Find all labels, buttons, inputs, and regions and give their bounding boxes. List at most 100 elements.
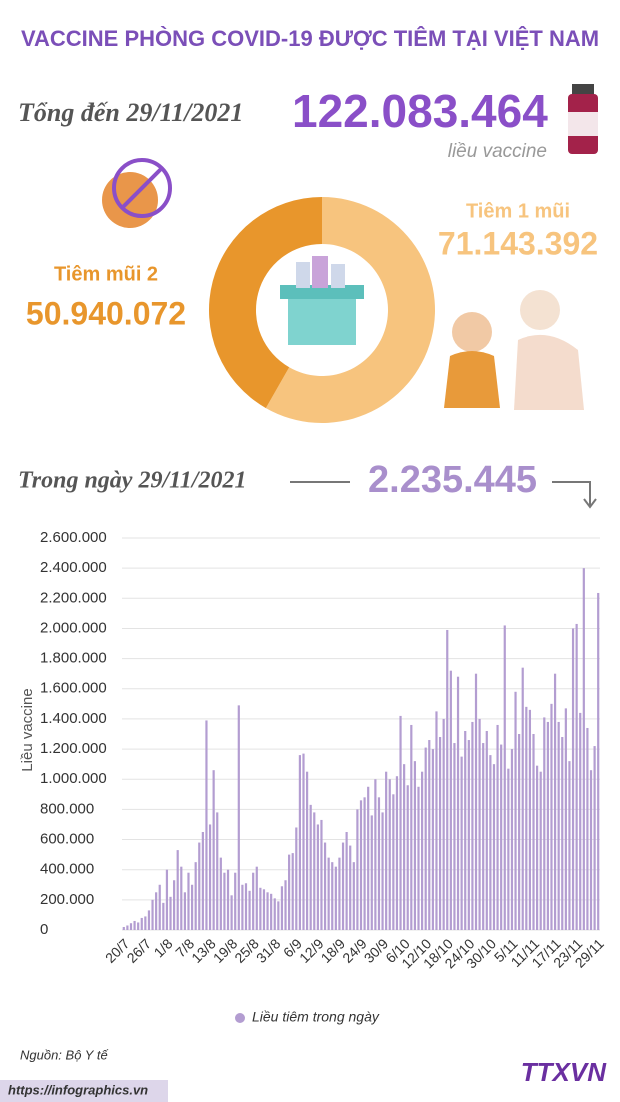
- segment-label: Tiêm 1 mũi: [466, 200, 570, 222]
- bar: [284, 880, 287, 930]
- bar: [331, 862, 334, 930]
- bar: [413, 761, 417, 930]
- bar: [474, 673, 478, 930]
- bar: [205, 720, 208, 930]
- bar: [216, 812, 219, 930]
- y-tick-label: 2.000.000: [40, 619, 107, 636]
- bar: [147, 910, 151, 930]
- bar: [137, 922, 140, 930]
- box-icon: [280, 256, 364, 345]
- annotation-value: 2.235.445: [368, 459, 537, 501]
- bar: [162, 902, 165, 930]
- bar: [277, 901, 280, 930]
- bar: [262, 889, 266, 930]
- bar: [536, 765, 539, 930]
- bar: [302, 753, 305, 930]
- bar: [388, 779, 391, 930]
- bar: [259, 887, 262, 930]
- bar: [489, 755, 492, 930]
- bar: [320, 819, 323, 930]
- bar: [564, 708, 567, 930]
- segment-value: 71.143.392: [438, 225, 598, 261]
- bar: [155, 892, 158, 930]
- bar: [571, 628, 575, 930]
- bar: [471, 721, 474, 930]
- bar: [266, 892, 269, 930]
- bar: [280, 886, 284, 930]
- bar: [212, 770, 215, 930]
- bar: [338, 857, 341, 930]
- bar: [198, 842, 201, 930]
- y-tick-label: 800.000: [40, 800, 94, 817]
- bar: [525, 706, 528, 930]
- y-tick-label: 0: [40, 921, 48, 938]
- bar: [446, 629, 449, 930]
- bar: [345, 832, 348, 930]
- bar: [428, 740, 431, 930]
- bar: [399, 715, 402, 930]
- bar: [539, 771, 542, 930]
- bar: [241, 884, 244, 930]
- y-tick-label: 1.800.000: [40, 650, 107, 667]
- bar: [165, 869, 169, 930]
- bar: [316, 824, 319, 930]
- bar: [377, 797, 381, 930]
- bar: [550, 703, 553, 930]
- bar: [363, 797, 366, 930]
- y-tick-label: 1.400.000: [40, 710, 107, 727]
- y-tick-label: 2.400.000: [40, 559, 107, 576]
- bar: [187, 872, 190, 930]
- bar: [252, 872, 255, 930]
- bar: [334, 866, 337, 930]
- bar: [435, 711, 438, 930]
- bar: [514, 691, 517, 930]
- bar: [482, 743, 485, 930]
- segment-label: Tiêm mũi 2: [54, 263, 158, 285]
- bar: [237, 705, 240, 930]
- legend-marker: [235, 1013, 245, 1023]
- bar: [385, 771, 388, 930]
- bar: [248, 890, 251, 930]
- url-band: [0, 1080, 168, 1102]
- bar: [561, 737, 564, 930]
- bar: [273, 898, 276, 930]
- y-tick-label: 1.600.000: [40, 680, 107, 697]
- vaccine-vial-icon: [568, 84, 598, 154]
- bar: [485, 730, 488, 930]
- bar: [151, 899, 154, 930]
- bar: [122, 926, 125, 930]
- y-tick-label: 200.000: [40, 891, 94, 908]
- total-value: 122.083.464: [292, 85, 548, 137]
- bar: [305, 771, 309, 930]
- bar: [309, 804, 312, 930]
- bar: [356, 809, 359, 930]
- bar: [288, 854, 291, 930]
- chart-title: Trong ngày 29/11/2021: [18, 468, 246, 494]
- bar: [518, 734, 521, 930]
- bar: [183, 892, 186, 930]
- bar: [349, 845, 352, 930]
- url: https://infographics.vn: [8, 1082, 148, 1097]
- bar: [532, 734, 535, 930]
- bar: [496, 724, 499, 930]
- bar: [553, 673, 557, 930]
- bar: [255, 866, 258, 930]
- bar: [374, 779, 377, 930]
- bar: [442, 718, 445, 930]
- bar: [597, 592, 600, 930]
- bar: [201, 832, 204, 930]
- bar: [467, 740, 470, 930]
- bar: [543, 717, 546, 930]
- bar: [557, 721, 560, 930]
- bar: [460, 756, 463, 930]
- bar: [392, 794, 395, 930]
- segment-value: 50.940.072: [26, 295, 186, 331]
- bar: [438, 737, 442, 930]
- x-tick-label: 1/8: [151, 935, 176, 960]
- y-tick-label: 400.000: [40, 861, 94, 878]
- bar: [133, 920, 136, 930]
- bar: [291, 853, 294, 930]
- bar: [456, 676, 460, 930]
- annotation-arrow: [552, 481, 597, 509]
- bar: [528, 709, 532, 930]
